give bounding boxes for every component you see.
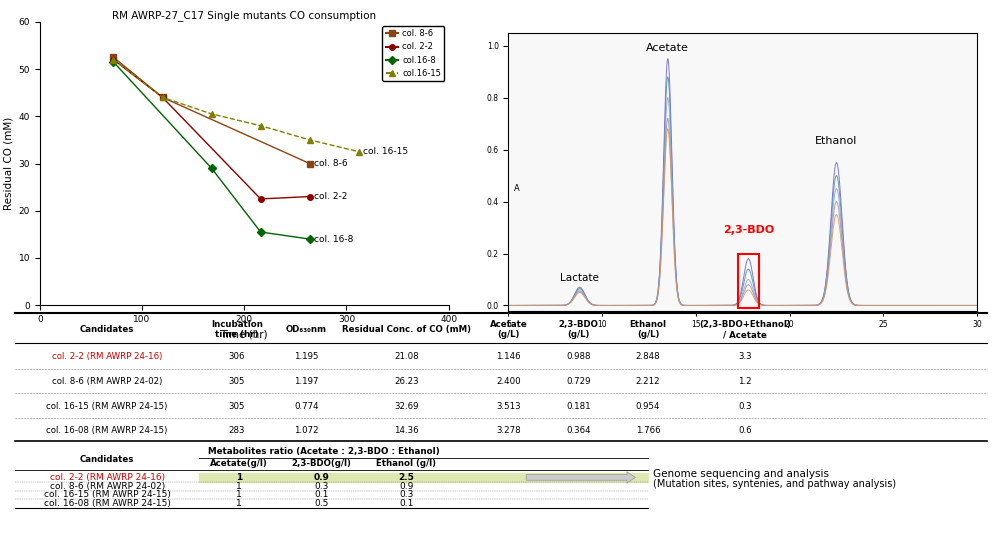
Text: 306: 306 [228,353,245,361]
Text: col. 16-15 (RM AWRP 24-15): col. 16-15 (RM AWRP 24-15) [44,490,170,499]
Text: Incubation
time (hr): Incubation time (hr) [210,320,263,340]
Text: 0.1: 0.1 [399,499,414,508]
Text: 1.766: 1.766 [636,426,660,435]
Text: 1.072: 1.072 [294,426,319,435]
Text: col. 8-6 (RM AWRP 24-02): col. 8-6 (RM AWRP 24-02) [52,377,163,386]
Text: col. 2-2: col. 2-2 [314,192,347,201]
Text: 0.954: 0.954 [636,402,660,410]
Text: 0.3: 0.3 [314,482,329,491]
Text: 2,3-BDO: 2,3-BDO [723,225,774,235]
Text: 0.3: 0.3 [739,402,752,410]
Text: 1.2: 1.2 [739,377,752,386]
Text: 2.212: 2.212 [636,377,660,386]
Text: 0.729: 0.729 [566,377,590,386]
Text: 0.6: 0.6 [739,426,752,435]
Text: (Mutation sites, syntenies, and pathway analysis): (Mutation sites, syntenies, and pathway … [653,479,896,489]
Text: Candidates: Candidates [80,455,135,464]
Text: 283: 283 [228,426,245,435]
Text: Ethanol (g/l): Ethanol (g/l) [376,459,437,468]
Text: col. 16-8: col. 16-8 [314,234,353,244]
Text: A: A [514,184,519,193]
Text: 0.9: 0.9 [314,473,329,482]
Text: 1.197: 1.197 [294,377,319,386]
Text: 305: 305 [228,402,245,410]
Text: 0.181: 0.181 [566,402,590,410]
Text: Acetate(g/l): Acetate(g/l) [210,459,268,468]
Text: Metabolites ratio (Acetate : 2,3-BDO : Ethanol): Metabolites ratio (Acetate : 2,3-BDO : E… [208,447,440,456]
Text: Genome sequencing and analysis: Genome sequencing and analysis [653,469,830,479]
Text: 0.1: 0.1 [314,490,329,499]
Text: Ethanol: Ethanol [816,136,857,147]
Text: 0.364: 0.364 [566,426,590,435]
Text: 3.513: 3.513 [497,402,520,410]
Text: Lactate: Lactate [560,273,599,283]
Text: 1: 1 [236,499,242,508]
Text: 21.08: 21.08 [394,353,419,361]
FancyArrowPatch shape [526,472,635,483]
Legend: col. 8-6, col. 2-2, col.16-8, col.16-15: col. 8-6, col. 2-2, col.16-8, col.16-15 [382,26,445,81]
Text: OD₆₃₀nm: OD₆₃₀nm [286,325,327,334]
Text: 2.5: 2.5 [399,473,414,482]
Text: Ethanol
(g/L): Ethanol (g/L) [629,320,667,340]
X-axis label: Time (hr): Time (hr) [220,330,268,340]
Title: RM AWRP-27_C17 Single mutants CO consumption: RM AWRP-27_C17 Single mutants CO consump… [113,10,376,21]
Text: 305: 305 [228,377,245,386]
Text: col. 16-08 (RM AWRP 24-15): col. 16-08 (RM AWRP 24-15) [47,426,167,435]
Text: 3.3: 3.3 [739,353,752,361]
Text: 0.3: 0.3 [399,490,414,499]
Text: 2,3-BDO
(g/L): 2,3-BDO (g/L) [558,320,598,340]
Text: col. 8-6 (RM AWRP 24-02): col. 8-6 (RM AWRP 24-02) [50,482,165,491]
Text: 3.278: 3.278 [497,426,520,435]
Text: Residual Conc. of CO (mM): Residual Conc. of CO (mM) [342,325,471,334]
Text: 26.23: 26.23 [394,377,419,386]
Text: col. 16-15: col. 16-15 [363,147,408,156]
Text: 1: 1 [236,482,242,491]
Bar [199,473,648,482]
Text: 14.36: 14.36 [394,426,419,435]
Text: col. 16-08 (RM AWRP 24-15): col. 16-08 (RM AWRP 24-15) [44,499,170,508]
Text: Acetate
(g/L): Acetate (g/L) [490,320,527,340]
Text: 1.195: 1.195 [294,353,319,361]
Text: col. 2-2 (RM AWRP 24-16): col. 2-2 (RM AWRP 24-16) [52,353,163,361]
Text: 32.69: 32.69 [394,402,419,410]
Text: Acetate: Acetate [646,43,689,53]
Text: 0.774: 0.774 [294,402,319,410]
Text: 0.5: 0.5 [314,499,329,508]
Text: 2.400: 2.400 [497,377,520,386]
Text: (2,3-BDO+Ethanol)
/ Acetate: (2,3-BDO+Ethanol) / Acetate [699,320,792,340]
Text: 2,3-BDO(g/l): 2,3-BDO(g/l) [291,459,352,468]
Text: 0.988: 0.988 [566,353,590,361]
Text: 1: 1 [236,490,242,499]
Bar [738,253,759,308]
Text: col. 2-2 (RM AWRP 24-16): col. 2-2 (RM AWRP 24-16) [50,473,165,482]
Text: 1: 1 [236,473,242,482]
Y-axis label: Residual CO (mM): Residual CO (mM) [3,117,13,210]
Text: 0.9: 0.9 [399,482,414,491]
Text: col. 8-6: col. 8-6 [314,159,347,168]
Text: col. 16-15 (RM AWRP 24-15): col. 16-15 (RM AWRP 24-15) [47,402,167,410]
Text: 2.848: 2.848 [636,353,660,361]
Text: 1.146: 1.146 [497,353,520,361]
Text: Candidates: Candidates [80,325,135,334]
